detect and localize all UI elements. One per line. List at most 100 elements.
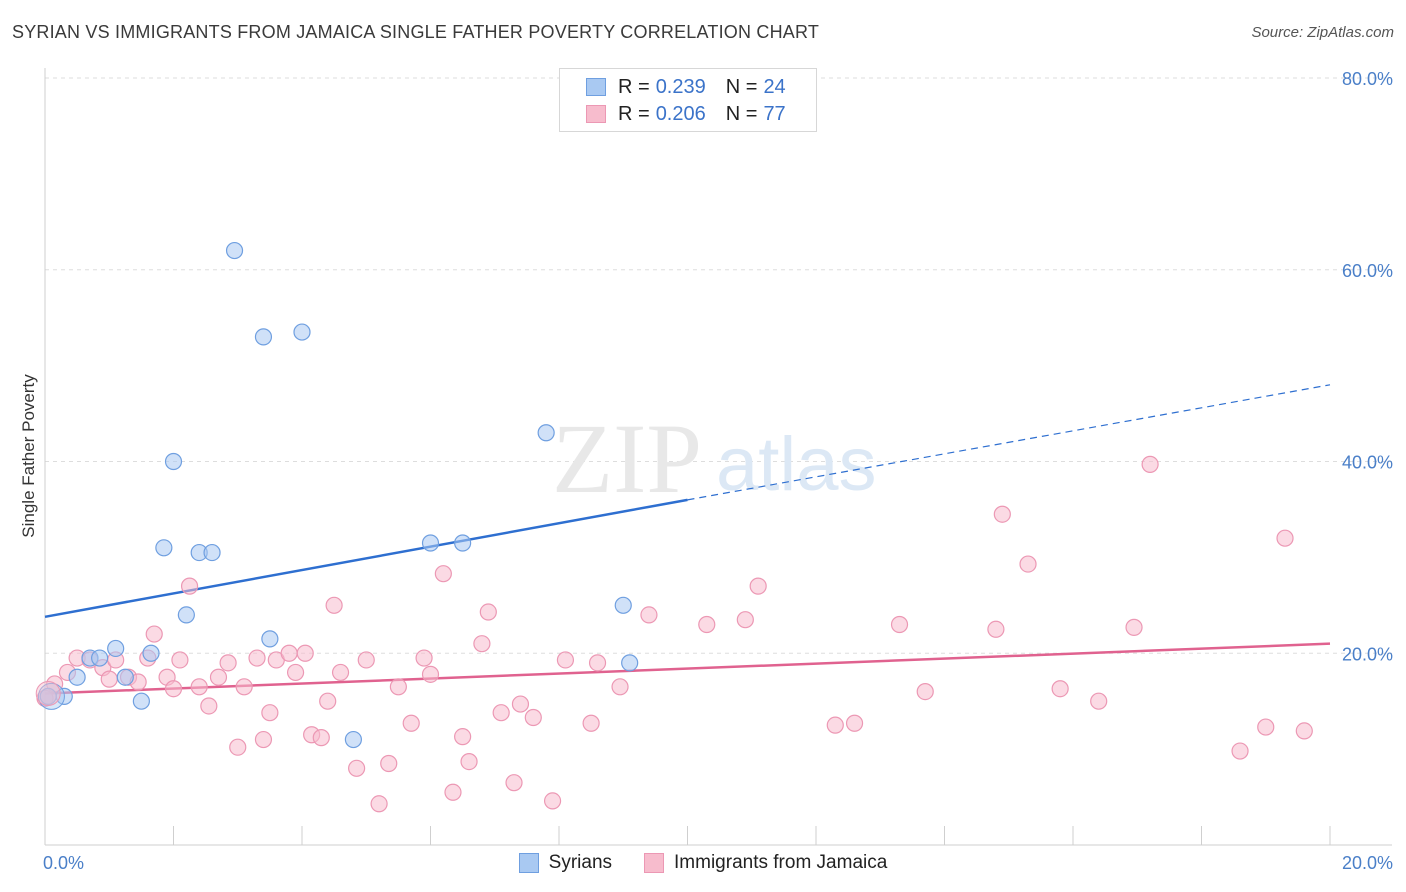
jamaica-point: [1019, 555, 1037, 573]
jamaica-point: [492, 704, 510, 722]
series-swatch-syrians: [518, 853, 539, 873]
jamaica-point: [511, 695, 530, 713]
jamaica-point: [145, 625, 163, 643]
syrian-point: [203, 543, 221, 562]
syrian-point: [132, 692, 150, 710]
jamaica-point: [1125, 618, 1143, 636]
syrians-trend-extension: [687, 384, 1331, 501]
syrian-point: [116, 668, 134, 686]
jamaica-point: [100, 670, 118, 688]
series-swatch-jamaica: [644, 853, 665, 873]
legend-n-value: 77: [763, 102, 786, 125]
jamaica-point: [200, 697, 218, 715]
legend-r-label: R =: [618, 102, 650, 125]
syrian-point: [37, 682, 65, 710]
jamaica-point: [582, 714, 600, 732]
syrian-point: [164, 452, 183, 471]
jamaica-point: [1231, 742, 1249, 760]
jamaica-point: [916, 682, 934, 701]
legend-n-value: 24: [763, 75, 786, 98]
jamaica-point: [219, 654, 237, 672]
jamaica-point: [280, 644, 298, 662]
series-label-jamaica: Immigrants from Jamaica: [674, 852, 888, 873]
jamaica-point: [229, 738, 247, 756]
jamaica-point: [402, 714, 420, 732]
source-label: Source: ZipAtlas.com: [1251, 24, 1394, 41]
syrian-point: [261, 630, 279, 648]
jamaica-point: [556, 651, 575, 669]
series-label-syrians: Syrians: [548, 852, 613, 873]
syrian-point: [91, 649, 109, 667]
jamaica-point: [611, 678, 629, 696]
jamaica-point: [479, 603, 497, 621]
jamaica-point: [698, 615, 716, 634]
watermark: ZIP atlas: [552, 403, 877, 514]
jamaica-point: [348, 759, 366, 777]
syrians-trend-line: [44, 498, 688, 619]
y-tick-label: 40.0%: [1342, 453, 1393, 473]
jamaica-point: [1051, 680, 1069, 698]
syrian-point: [614, 596, 632, 614]
jamaica-point: [209, 668, 228, 686]
jamaica-point: [543, 792, 562, 810]
syrian-point: [621, 654, 639, 672]
jamaica-point: [357, 651, 375, 669]
jamaica-point: [473, 635, 491, 653]
chart-title: SYRIAN VS IMMIGRANTS FROM JAMAICA SINGLE…: [12, 22, 820, 42]
jamaica-point: [987, 620, 1005, 638]
jamaica-point: [180, 577, 199, 595]
x-tick-label: 20.0%: [1342, 853, 1393, 873]
jamaica-point: [370, 795, 388, 813]
jamaica-point: [434, 565, 452, 583]
y-tick-label: 20.0%: [1342, 644, 1393, 664]
jamaica-point: [736, 611, 754, 629]
syrian-point: [68, 668, 86, 686]
syrian-point: [344, 730, 362, 749]
trend-lines: [44, 384, 1331, 695]
syrian-point: [142, 644, 160, 662]
jamaica-point: [415, 649, 433, 667]
y-tick-label: 80.0%: [1342, 69, 1393, 89]
legend-r-value: 0.206: [655, 102, 706, 125]
legend-n-label: N =: [725, 102, 758, 125]
jamaica-point: [845, 714, 864, 732]
jamaica-point: [1141, 455, 1159, 473]
watermark-atlas: atlas: [716, 422, 877, 507]
jamaica-point: [261, 704, 279, 722]
jamaica-point: [296, 644, 314, 662]
legend-swatch-jamaica: [586, 105, 606, 123]
jamaica-point: [319, 692, 337, 710]
grid-lines: [45, 77, 1392, 654]
jamaica-point: [164, 680, 183, 698]
data-points: [35, 241, 1313, 813]
legend-swatch-syrians: [586, 78, 606, 96]
series-legend-jamaica: Immigrants from Jamaica: [644, 852, 887, 874]
syrian-point: [177, 606, 195, 624]
jamaica-point: [993, 505, 1011, 523]
legend-row-jamaica: R = 0.206 N = 77: [586, 102, 786, 126]
jamaica-point: [524, 708, 542, 727]
jamaica-point: [460, 752, 478, 771]
jamaica-point: [826, 716, 844, 734]
legend-row-syrians: R = 0.239 N = 24: [586, 75, 786, 99]
axes: [44, 68, 1392, 846]
jamaica-trend-line: [44, 642, 1331, 695]
syrian-point: [293, 323, 311, 341]
jamaica-point: [254, 730, 273, 749]
syrian-point: [107, 639, 125, 658]
jamaica-point: [890, 615, 909, 634]
jamaica-point: [1257, 718, 1275, 736]
jamaica-point: [171, 651, 189, 669]
jamaica-point: [444, 783, 462, 801]
tick-labels: 20.0% 40.0% 60.0% 80.0% 0.0% 20.0%: [43, 69, 1393, 873]
series-legend: Syrians Immigrants from Jamaica: [0, 852, 1406, 874]
syrian-point: [225, 241, 244, 260]
jamaica-point: [1276, 529, 1294, 547]
syrian-point: [254, 328, 273, 346]
jamaica-point: [286, 663, 305, 682]
jamaica-point: [505, 774, 523, 792]
legend-r-label: R =: [618, 75, 650, 98]
jamaica-point: [235, 678, 253, 696]
syrian-point: [155, 539, 173, 557]
